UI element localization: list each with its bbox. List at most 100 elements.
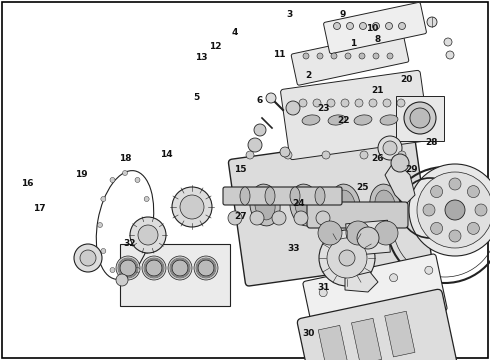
Circle shape <box>172 260 188 276</box>
Circle shape <box>355 99 363 107</box>
Circle shape <box>116 274 128 286</box>
Circle shape <box>135 177 140 183</box>
Ellipse shape <box>290 187 300 205</box>
Ellipse shape <box>330 184 360 226</box>
Bar <box>120 244 230 306</box>
Circle shape <box>467 222 479 234</box>
Circle shape <box>122 171 127 176</box>
Circle shape <box>286 101 300 115</box>
Circle shape <box>110 177 115 183</box>
Ellipse shape <box>380 115 398 125</box>
Circle shape <box>404 102 436 134</box>
Circle shape <box>341 99 349 107</box>
Circle shape <box>425 266 433 274</box>
FancyBboxPatch shape <box>291 31 409 85</box>
Circle shape <box>372 22 379 30</box>
Bar <box>318 325 348 360</box>
Ellipse shape <box>354 115 372 125</box>
Text: 15: 15 <box>234 165 246 174</box>
Circle shape <box>378 136 402 160</box>
Circle shape <box>322 151 330 159</box>
Text: 5: 5 <box>193 93 199 102</box>
Text: 11: 11 <box>273 50 286 59</box>
Circle shape <box>346 221 370 245</box>
Ellipse shape <box>255 190 275 220</box>
Circle shape <box>444 38 452 46</box>
Circle shape <box>410 108 430 128</box>
Ellipse shape <box>250 184 280 226</box>
Circle shape <box>431 222 442 234</box>
Circle shape <box>354 281 363 289</box>
Circle shape <box>446 51 454 59</box>
Text: 29: 29 <box>405 165 418 174</box>
Circle shape <box>248 138 262 152</box>
Text: 21: 21 <box>371 86 384 95</box>
Bar <box>385 311 415 357</box>
Ellipse shape <box>290 184 320 226</box>
Circle shape <box>331 53 337 59</box>
Circle shape <box>80 250 96 266</box>
Circle shape <box>386 22 392 30</box>
Circle shape <box>294 211 308 225</box>
Circle shape <box>120 260 136 276</box>
Text: 19: 19 <box>74 170 87 179</box>
Circle shape <box>391 154 409 172</box>
Circle shape <box>130 217 166 253</box>
Ellipse shape <box>375 190 395 220</box>
FancyBboxPatch shape <box>323 3 426 54</box>
Circle shape <box>74 244 102 272</box>
Circle shape <box>135 267 140 273</box>
Circle shape <box>138 225 158 245</box>
Circle shape <box>146 260 162 276</box>
Text: 17: 17 <box>33 204 46 213</box>
Text: 31: 31 <box>317 284 330 292</box>
Text: 8: 8 <box>374 35 380 44</box>
Circle shape <box>180 195 204 219</box>
Text: 32: 32 <box>123 239 136 248</box>
Text: 10: 10 <box>366 24 379 33</box>
FancyBboxPatch shape <box>281 71 429 159</box>
Circle shape <box>339 250 355 266</box>
Circle shape <box>142 256 166 280</box>
FancyBboxPatch shape <box>228 134 432 286</box>
Circle shape <box>313 99 321 107</box>
Circle shape <box>334 22 341 30</box>
Text: 4: 4 <box>232 28 239 37</box>
Ellipse shape <box>295 190 315 220</box>
Text: 22: 22 <box>337 116 349 125</box>
Circle shape <box>172 187 212 227</box>
Text: 3: 3 <box>286 10 292 19</box>
Circle shape <box>397 99 405 107</box>
Circle shape <box>319 289 327 297</box>
Ellipse shape <box>240 187 250 205</box>
Bar <box>396 95 444 140</box>
Circle shape <box>445 200 465 220</box>
Circle shape <box>357 227 379 249</box>
Polygon shape <box>385 160 415 205</box>
Circle shape <box>110 267 115 273</box>
Circle shape <box>116 256 140 280</box>
Circle shape <box>144 248 149 253</box>
Text: 28: 28 <box>425 138 438 147</box>
Circle shape <box>360 22 367 30</box>
Text: 16: 16 <box>21 179 33 188</box>
Circle shape <box>318 221 342 245</box>
Text: 30: 30 <box>302 328 315 338</box>
Circle shape <box>122 274 127 279</box>
Ellipse shape <box>328 115 346 125</box>
Circle shape <box>303 53 309 59</box>
Circle shape <box>383 99 391 107</box>
Polygon shape <box>345 272 378 292</box>
Circle shape <box>98 222 102 228</box>
Circle shape <box>246 151 254 159</box>
Text: 6: 6 <box>257 96 263 105</box>
Circle shape <box>168 256 192 280</box>
Circle shape <box>327 238 367 278</box>
Text: 27: 27 <box>234 212 246 220</box>
Circle shape <box>383 141 397 155</box>
Circle shape <box>360 151 368 159</box>
Text: 12: 12 <box>209 42 222 51</box>
Ellipse shape <box>335 190 355 220</box>
Text: 13: 13 <box>195 53 207 62</box>
Circle shape <box>373 53 379 59</box>
